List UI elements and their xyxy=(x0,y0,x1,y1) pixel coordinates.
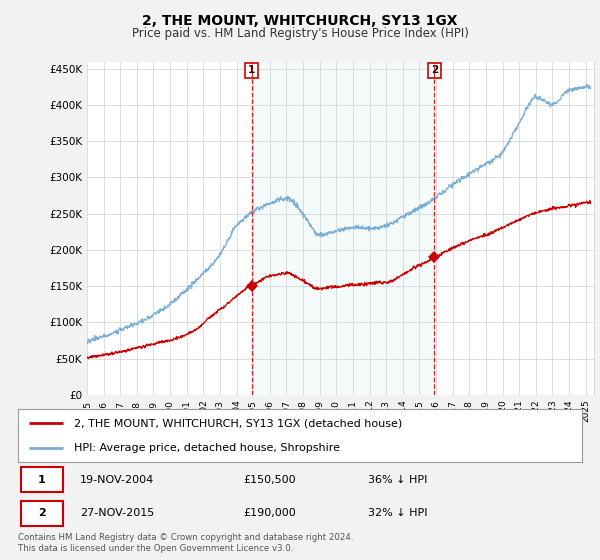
Text: HPI: Average price, detached house, Shropshire: HPI: Average price, detached house, Shro… xyxy=(74,442,340,452)
Text: 1: 1 xyxy=(38,475,46,484)
Text: Price paid vs. HM Land Registry's House Price Index (HPI): Price paid vs. HM Land Registry's House … xyxy=(131,27,469,40)
Text: £150,500: £150,500 xyxy=(244,475,296,484)
Text: 2, THE MOUNT, WHITCHURCH, SY13 1GX (detached house): 2, THE MOUNT, WHITCHURCH, SY13 1GX (deta… xyxy=(74,418,403,428)
FancyBboxPatch shape xyxy=(21,501,63,526)
Text: 36% ↓ HPI: 36% ↓ HPI xyxy=(368,475,427,484)
Text: £190,000: £190,000 xyxy=(244,508,296,518)
Bar xyxy=(251,62,434,395)
Text: 2: 2 xyxy=(38,508,46,518)
Text: 27-NOV-2015: 27-NOV-2015 xyxy=(80,508,154,518)
Text: 2, THE MOUNT, WHITCHURCH, SY13 1GX: 2, THE MOUNT, WHITCHURCH, SY13 1GX xyxy=(142,14,458,28)
FancyBboxPatch shape xyxy=(21,467,63,492)
Text: 2: 2 xyxy=(431,66,438,75)
Text: 32% ↓ HPI: 32% ↓ HPI xyxy=(368,508,427,518)
Text: 1: 1 xyxy=(248,66,255,75)
Text: 19-NOV-2004: 19-NOV-2004 xyxy=(80,475,154,484)
Text: Contains HM Land Registry data © Crown copyright and database right 2024.
This d: Contains HM Land Registry data © Crown c… xyxy=(18,533,353,553)
